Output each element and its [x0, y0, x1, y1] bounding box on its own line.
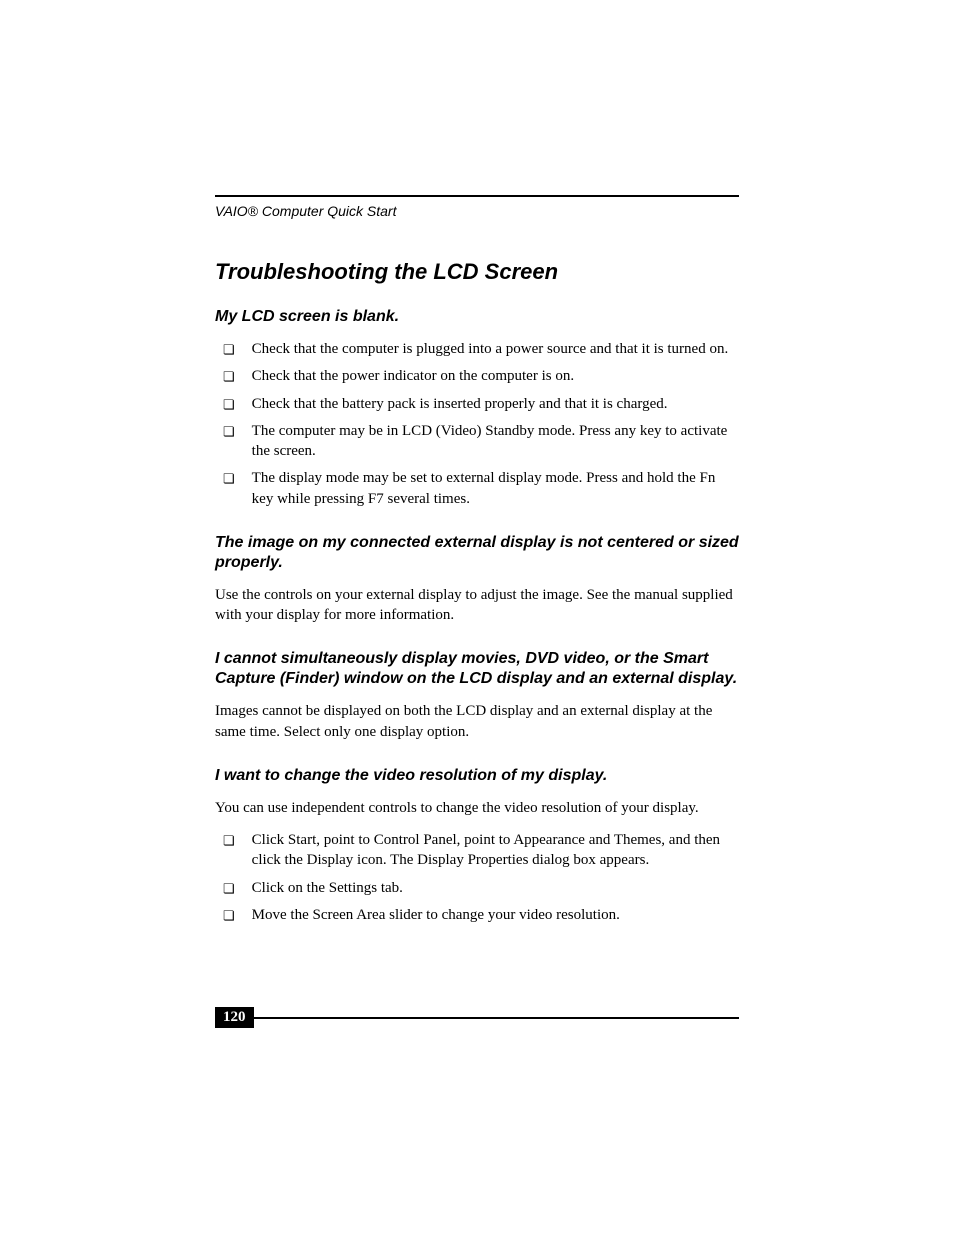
- page-number: 120: [215, 1007, 254, 1028]
- list-item-text: Move the Screen Area slider to change yo…: [252, 905, 620, 925]
- bullet-icon: ❏: [223, 907, 235, 925]
- bullet-icon: ❏: [223, 341, 235, 359]
- list-item-text: Click Start, point to Control Panel, poi…: [252, 830, 739, 871]
- list-item: ❏ Check that the computer is plugged into…: [215, 339, 739, 359]
- sub-heading: I want to change the video resolution of…: [215, 766, 739, 786]
- bullet-list: ❏ Click Start, point to Control Panel, po…: [215, 830, 739, 925]
- list-item: ❏ Click Start, point to Control Panel, po…: [215, 830, 739, 871]
- section-video-resolution: I want to change the video resolution of…: [215, 766, 739, 925]
- body-paragraph: You can use independent controls to chan…: [215, 798, 739, 818]
- bullet-icon: ❏: [223, 880, 235, 898]
- sub-heading: I cannot simultaneously display movies, …: [215, 649, 739, 689]
- header-rule: [215, 195, 739, 197]
- bullet-list: ❏ Check that the computer is plugged into…: [215, 339, 739, 509]
- list-item: ❏ Check that the battery pack is inserted…: [215, 394, 739, 414]
- list-item-text: The display mode may be set to external …: [252, 468, 739, 509]
- section-blank-lcd: My LCD screen is blank. ❏ Check that the …: [215, 307, 739, 509]
- body-paragraph: Images cannot be displayed on both the L…: [215, 701, 739, 742]
- list-item: ❏ The display mode may be set to external…: [215, 468, 739, 509]
- bullet-icon: ❏: [223, 423, 235, 441]
- bullet-icon: ❏: [223, 470, 235, 488]
- running-header: VAIO® Computer Quick Start: [215, 203, 739, 219]
- bullet-icon: ❏: [223, 368, 235, 386]
- list-item: ❏ The computer may be in LCD (Video) Stan…: [215, 421, 739, 462]
- list-item: ❏ Click on the Settings tab.: [215, 878, 739, 898]
- section-simultaneous-display: I cannot simultaneously display movies, …: [215, 649, 739, 742]
- list-item-text: Check that the computer is plugged into …: [252, 339, 729, 359]
- bullet-icon: ❏: [223, 832, 235, 850]
- list-item-text: Check that the battery pack is inserted …: [252, 394, 668, 414]
- sub-heading: The image on my connected external displ…: [215, 533, 739, 573]
- footer-rule-wrap: 120: [215, 1007, 739, 1028]
- footer: 120: [215, 1007, 739, 1028]
- list-item: ❏ Check that the power indicator on the c…: [215, 366, 739, 386]
- list-item-text: Check that the power indicator on the co…: [252, 366, 574, 386]
- page-content: VAIO® Computer Quick Start Troubleshooti…: [0, 0, 954, 925]
- sub-heading: My LCD screen is blank.: [215, 307, 739, 327]
- body-paragraph: Use the controls on your external displa…: [215, 585, 739, 626]
- list-item: ❏ Move the Screen Area slider to change y…: [215, 905, 739, 925]
- list-item-text: The computer may be in LCD (Video) Stand…: [252, 421, 739, 462]
- list-item-text: Click on the Settings tab.: [252, 878, 403, 898]
- main-heading: Troubleshooting the LCD Screen: [215, 259, 739, 285]
- footer-rule: [254, 1017, 740, 1019]
- section-external-display: The image on my connected external displ…: [215, 533, 739, 626]
- bullet-icon: ❏: [223, 396, 235, 414]
